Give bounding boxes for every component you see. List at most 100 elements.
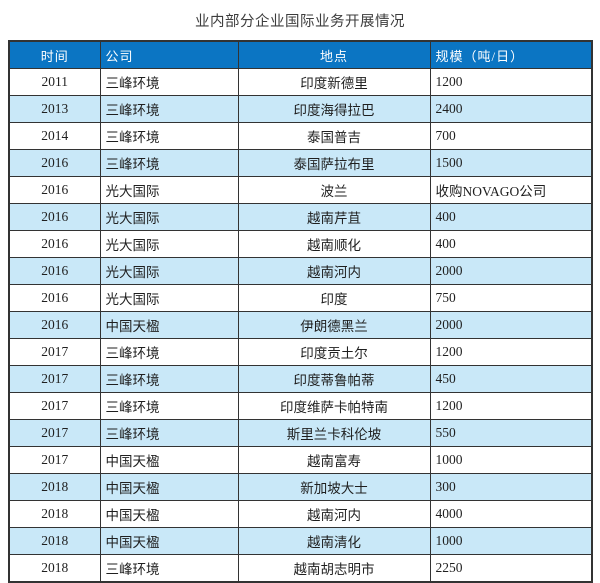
table-cell: 印度蒂鲁帕蒂 bbox=[237, 365, 431, 393]
table-cell: 2017 bbox=[8, 419, 101, 447]
table-cell: 三峰环境 bbox=[99, 392, 239, 420]
table-row: 2011 三峰环境 印度新德里 1200 bbox=[8, 68, 593, 96]
table-row: 2016 三峰环境 泰国萨拉布里 1500 bbox=[8, 149, 593, 177]
table-row: 2017 三峰环境 斯里兰卡科伦坡 550 bbox=[8, 419, 593, 447]
table-cell: 1200 bbox=[429, 338, 593, 366]
table-cell: 泰国普吉 bbox=[237, 122, 431, 150]
table-cell: 三峰环境 bbox=[99, 554, 239, 583]
table-cell: 印度维萨卡帕特南 bbox=[237, 392, 431, 420]
table-cell: 2016 bbox=[8, 149, 101, 177]
table-cell: 越南河内 bbox=[237, 500, 431, 528]
table-cell: 波兰 bbox=[237, 176, 431, 204]
table-cell: 2000 bbox=[429, 257, 593, 285]
table-cell: 伊朗德黑兰 bbox=[237, 311, 431, 339]
table-cell: 中国天楹 bbox=[99, 446, 239, 474]
table-cell: 越南富寿 bbox=[237, 446, 431, 474]
table-cell: 印度新德里 bbox=[237, 68, 431, 96]
table-cell: 2016 bbox=[8, 176, 101, 204]
table-cell: 中国天楹 bbox=[99, 311, 239, 339]
table-cell: 1000 bbox=[429, 446, 593, 474]
table-row: 2016 中国天楹 伊朗德黑兰 2000 bbox=[8, 311, 593, 339]
table-cell: 2017 bbox=[8, 446, 101, 474]
table-cell: 新加坡大士 bbox=[237, 473, 431, 501]
table-cell: 750 bbox=[429, 284, 593, 312]
table-cell: 300 bbox=[429, 473, 593, 501]
table-cell: 光大国际 bbox=[99, 284, 239, 312]
table-cell: 印度贡土尔 bbox=[237, 338, 431, 366]
table-cell: 收购NOVAGO公司 bbox=[429, 176, 593, 204]
table-cell: 2018 bbox=[8, 500, 101, 528]
table-cell: 550 bbox=[429, 419, 593, 447]
table-row: 2016 光大国际 越南河内 2000 bbox=[8, 257, 593, 285]
table-row: 2017 三峰环境 印度蒂鲁帕蒂 450 bbox=[8, 365, 593, 393]
table-cell: 三峰环境 bbox=[99, 149, 239, 177]
page-title: 业内部分企业国际业务开展情况 bbox=[195, 13, 405, 30]
table-cell: 中国天楹 bbox=[99, 473, 239, 501]
table-row: 2016 光大国际 越南芹苴 400 bbox=[8, 203, 593, 231]
table-cell: 2016 bbox=[8, 284, 101, 312]
table-cell: 三峰环境 bbox=[99, 338, 239, 366]
table-cell: 中国天楹 bbox=[99, 527, 239, 555]
table-cell: 印度海得拉巴 bbox=[237, 95, 431, 123]
table-cell: 光大国际 bbox=[99, 203, 239, 231]
table-cell: 2018 bbox=[8, 527, 101, 555]
table-cell: 越南清化 bbox=[237, 527, 431, 555]
table-cell: 1500 bbox=[429, 149, 593, 177]
table-cell: 三峰环境 bbox=[99, 68, 239, 96]
table-row: 2016 光大国际 波兰 收购NOVAGO公司 bbox=[8, 176, 593, 204]
table-body: 2011 三峰环境 印度新德里 1200 2013 三峰环境 印度海得拉巴 2400 2014 三… bbox=[8, 68, 593, 583]
table-row: 2014 三峰环境 泰国普吉 700 bbox=[8, 122, 593, 150]
table-cell: 2017 bbox=[8, 338, 101, 366]
table-cell: 三峰环境 bbox=[99, 365, 239, 393]
table-cell: 光大国际 bbox=[99, 257, 239, 285]
table-row: 2018 三峰环境 越南胡志明市 2250 bbox=[8, 554, 593, 583]
table-cell: 光大国际 bbox=[99, 176, 239, 204]
table-cell: 2014 bbox=[8, 122, 101, 150]
table-cell: 越南胡志明市 bbox=[237, 554, 431, 583]
table-cell: 2250 bbox=[429, 554, 593, 583]
table-cell: 中国天楹 bbox=[99, 500, 239, 528]
table-cell: 700 bbox=[429, 122, 593, 150]
header-cell-2: 地点 bbox=[237, 40, 431, 69]
table-cell: 光大国际 bbox=[99, 230, 239, 258]
international-business-table: 时间 公司 地点 规模（吨/日） 2011 三峰环境 印度新德里 1200 2013 三峰环境印… bbox=[8, 40, 593, 583]
table-cell: 2013 bbox=[8, 95, 101, 123]
table-row: 2018 中国天楹 越南清化 1000 bbox=[8, 527, 593, 555]
table-cell: 400 bbox=[429, 203, 593, 231]
table-cell: 2016 bbox=[8, 257, 101, 285]
table-header-row: 时间 公司 地点 规模（吨/日） bbox=[8, 40, 593, 69]
table-cell: 越南河内 bbox=[237, 257, 431, 285]
table-cell: 2017 bbox=[8, 392, 101, 420]
table-row: 2017 中国天楹 越南富寿 1000 bbox=[8, 446, 593, 474]
table-cell: 三峰环境 bbox=[99, 419, 239, 447]
table-row: 2016 光大国际 越南顺化 400 bbox=[8, 230, 593, 258]
table-row: 2016 光大国际 印度 750 bbox=[8, 284, 593, 312]
table-cell: 三峰环境 bbox=[99, 95, 239, 123]
table-row: 2013 三峰环境 印度海得拉巴 2400 bbox=[8, 95, 593, 123]
table-cell: 1000 bbox=[429, 527, 593, 555]
table-cell: 2018 bbox=[8, 554, 101, 583]
table-cell: 泰国萨拉布里 bbox=[237, 149, 431, 177]
table-cell: 印度 bbox=[237, 284, 431, 312]
table-cell: 2016 bbox=[8, 230, 101, 258]
table-cell: 斯里兰卡科伦坡 bbox=[237, 419, 431, 447]
table-cell: 2016 bbox=[8, 311, 101, 339]
table-row: 2018 中国天楹 新加坡大士 300 bbox=[8, 473, 593, 501]
table-cell: 2018 bbox=[8, 473, 101, 501]
header-cell-0: 时间 bbox=[8, 40, 101, 69]
table-cell: 1200 bbox=[429, 392, 593, 420]
table-row: 2017 三峰环境 印度维萨卡帕特南 1200 bbox=[8, 392, 593, 420]
table-cell: 450 bbox=[429, 365, 593, 393]
table-cell: 越南芹苴 bbox=[237, 203, 431, 231]
table-row: 2018 中国天楹 越南河内 4000 bbox=[8, 500, 593, 528]
table-cell: 4000 bbox=[429, 500, 593, 528]
table-cell: 2400 bbox=[429, 95, 593, 123]
table-cell: 三峰环境 bbox=[99, 122, 239, 150]
table-cell: 400 bbox=[429, 230, 593, 258]
table-cell: 2016 bbox=[8, 203, 101, 231]
header-cell-1: 公司 bbox=[99, 40, 239, 69]
table-cell: 1200 bbox=[429, 68, 593, 96]
table-cell: 2000 bbox=[429, 311, 593, 339]
table-cell: 2017 bbox=[8, 365, 101, 393]
table-cell: 越南顺化 bbox=[237, 230, 431, 258]
